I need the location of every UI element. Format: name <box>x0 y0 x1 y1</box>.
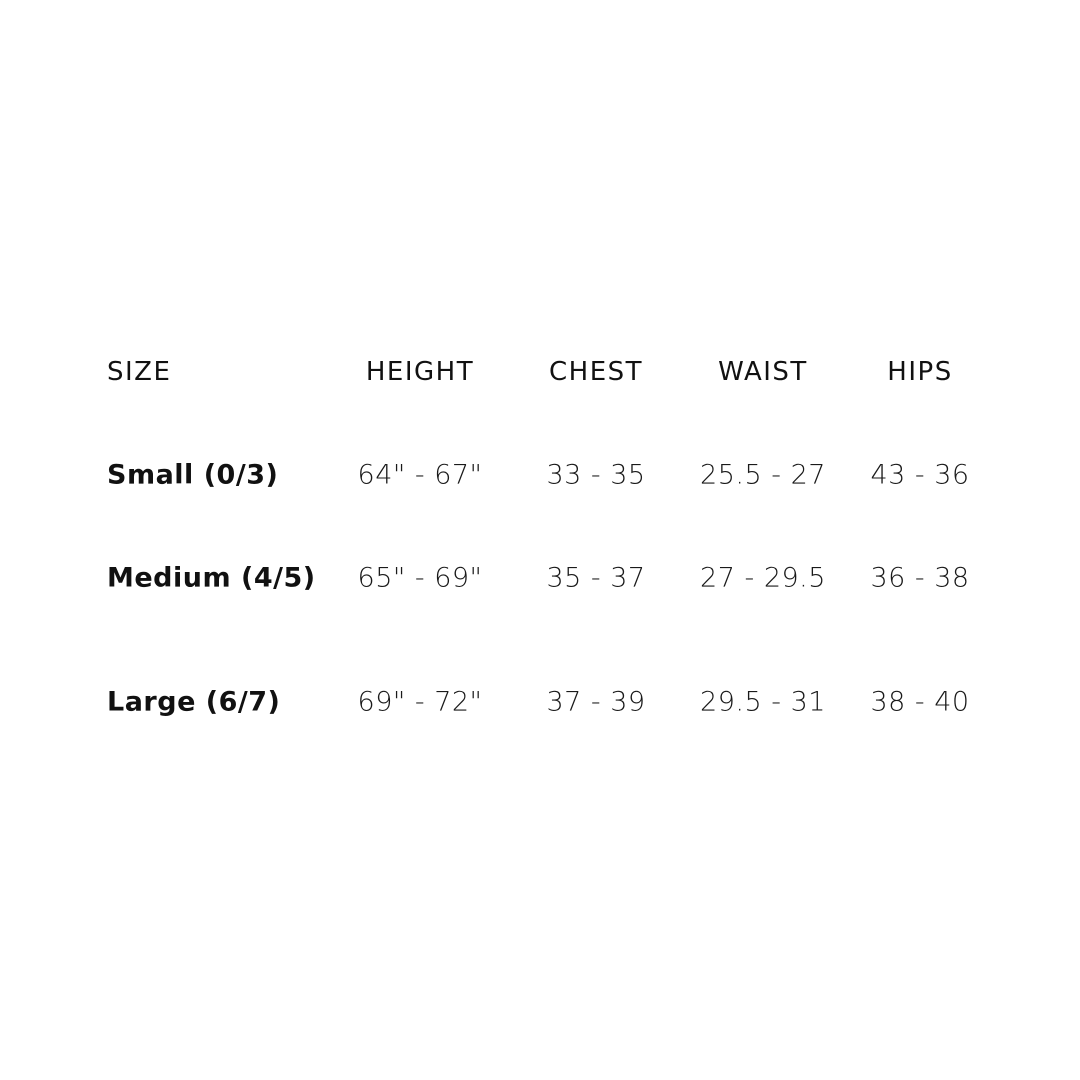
size-label: Large (6/7) <box>107 686 281 718</box>
header-size: SIZE <box>107 357 172 387</box>
chest-value: 33 - 35 <box>546 459 646 491</box>
header-height: HEIGHT <box>365 357 475 387</box>
size-label: Small (0/3) <box>107 459 279 491</box>
hips-value: 43 - 36 <box>870 459 970 491</box>
chest-value: 37 - 39 <box>546 686 646 718</box>
chest-value: 35 - 37 <box>546 562 646 594</box>
waist-value: 27 - 29.5 <box>700 562 826 594</box>
height-value: 65" - 69" <box>357 562 483 594</box>
hips-value: 38 - 40 <box>870 686 970 718</box>
height-value: 69" - 72" <box>357 686 483 718</box>
header-chest: CHEST <box>548 357 644 387</box>
header-hips: HIPS <box>887 357 953 387</box>
waist-value: 29.5 - 31 <box>700 686 826 718</box>
hips-value: 36 - 38 <box>870 562 970 594</box>
waist-value: 25.5 - 27 <box>700 459 826 491</box>
height-value: 64" - 67" <box>357 459 483 491</box>
size-label: Medium (4/5) <box>107 562 316 594</box>
header-waist: WAIST <box>718 357 808 387</box>
